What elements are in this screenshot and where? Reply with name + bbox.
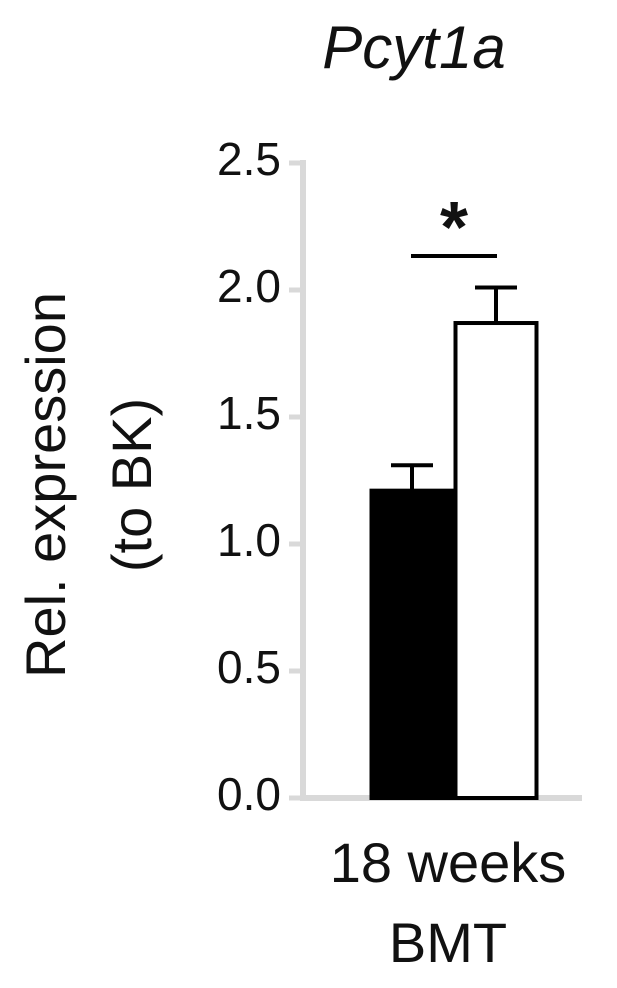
y-axis-label: Rel. expression (to BK) [14,292,163,678]
y-tick-label: 0.0 [217,768,281,820]
chart-title: Pcyt1a [322,14,505,81]
significance-star: * [440,188,468,268]
y-tick-label: 1.5 [217,387,281,439]
x-axis-label-line-1: 18 weeks [330,831,567,894]
y-tick-label: 0.5 [217,641,281,693]
y-tick-label: 2.0 [217,260,281,312]
bar-2 [453,321,539,800]
y-axis-label-line-1: Rel. expression [14,292,77,678]
x-axis-label-line-2: BMT [389,911,507,974]
y-tick-label: 1.0 [217,514,281,566]
bar-1 [369,488,455,800]
significance-marker: * [411,188,497,268]
y-axis-label-line-2: (to BK) [100,398,163,572]
y-axis-ticks: 0.0 0.5 1.0 1.5 2.0 2.5 [217,133,303,820]
bar-series [369,285,539,800]
y-tick-label: 2.5 [217,133,281,185]
